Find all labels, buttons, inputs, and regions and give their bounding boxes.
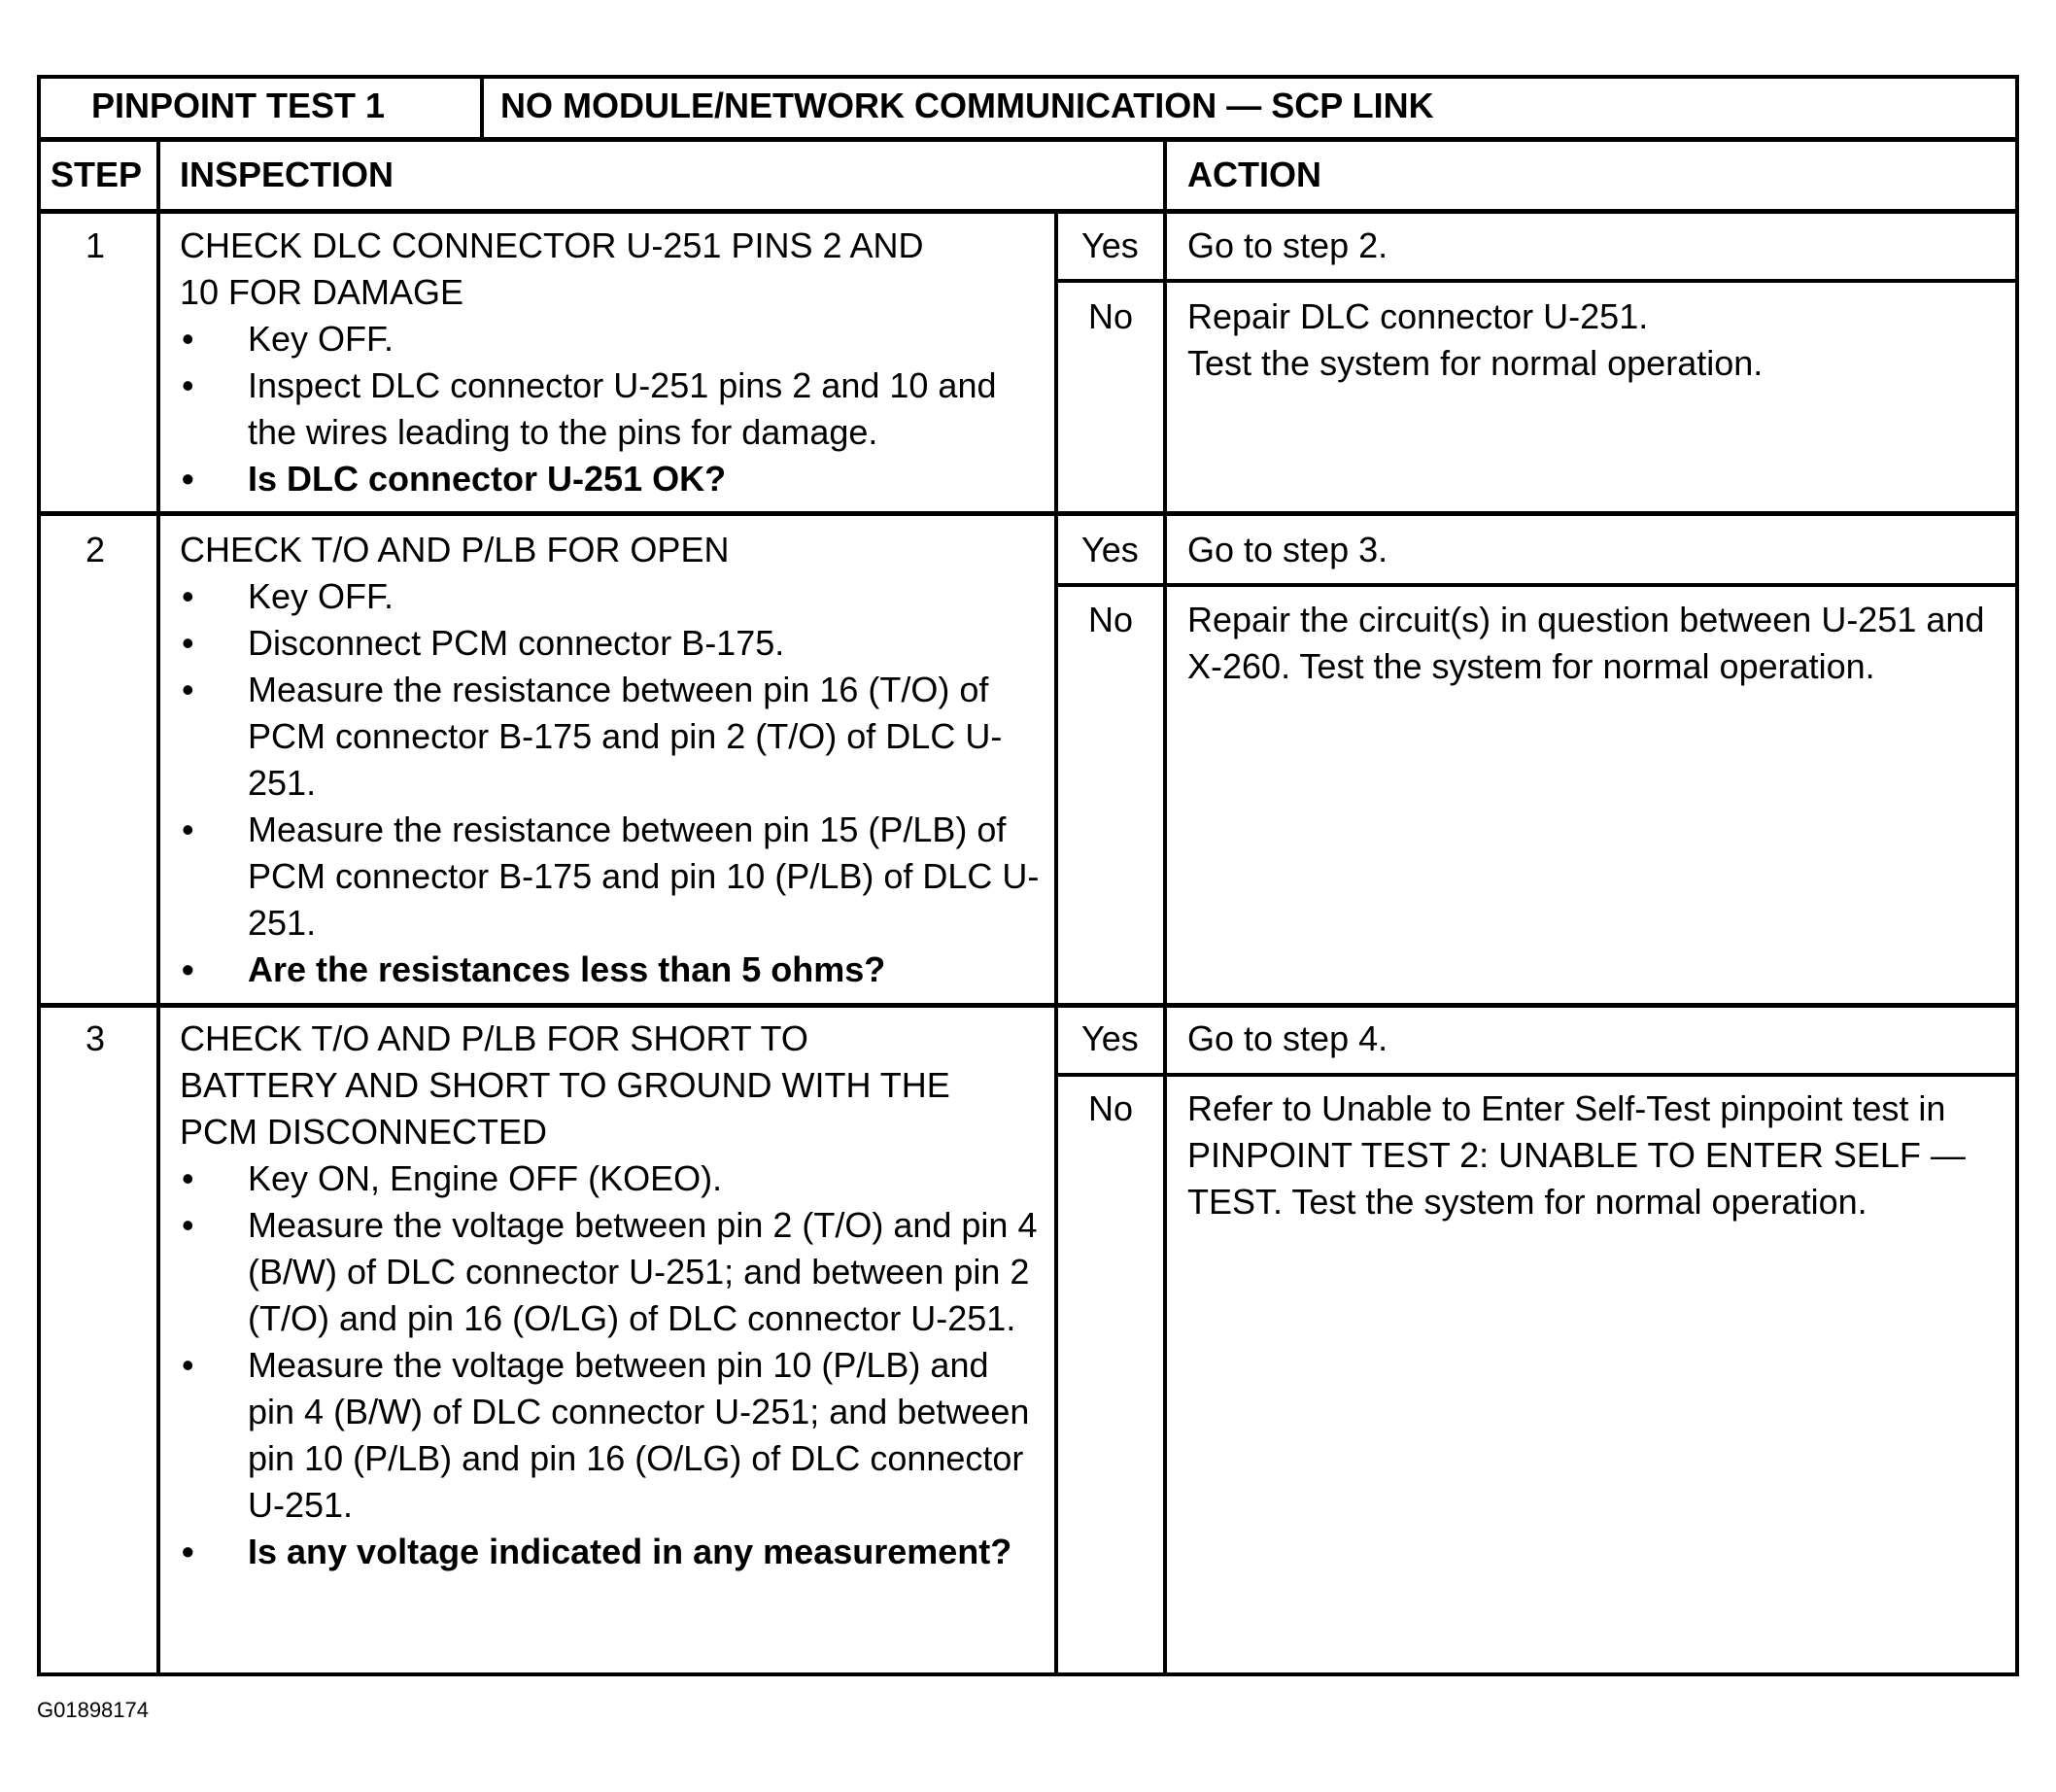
divider (480, 75, 484, 139)
yes-action: Go to step 3. (1187, 530, 1388, 569)
step-inspection: CHECK T/O AND P/LB FOR SHORT TO BATTERY … (180, 1016, 1045, 1575)
yes-label: Yes (1081, 530, 1139, 569)
no-action: Repair DLC connector U-251. Test the sys… (1187, 293, 2004, 387)
no-action-line: Refer to Unable to Enter Self-Test pinpo… (1187, 1088, 1966, 1222)
bullet-item: Measure the voltage between pin 2 (T/O) … (180, 1202, 1045, 1342)
step-number: 2 (86, 530, 106, 569)
no-action: Repair the circuit(s) in question betwee… (1187, 597, 2004, 690)
no-action-line: Test the system for normal operation. (1187, 343, 1764, 383)
bullet-question: Are the resistances less than 5 ohms? (180, 947, 1045, 993)
no-action-line: Repair the circuit(s) in question betwee… (1187, 600, 1985, 686)
bullet-item: Measure the resistance between pin 16 (T… (180, 667, 1045, 807)
step-inspection: CHECK T/O AND P/LB FOR OPEN Key OFF. Dis… (180, 527, 1045, 993)
divider (37, 511, 2019, 516)
table-frame (37, 75, 2019, 1676)
step-inspection: CHECK DLC CONNECTOR U-251 PINS 2 AND 10 … (180, 223, 1045, 502)
bullet-question: Is DLC connector U-251 OK? (180, 456, 1045, 502)
divider (37, 209, 2019, 214)
bullet-item: Measure the resistance between pin 15 (P… (180, 807, 1045, 947)
step-heading: BATTERY AND SHORT TO GROUND WITH THE (180, 1065, 950, 1105)
yes-label: Yes (1081, 225, 1139, 265)
no-label: No (1088, 600, 1134, 639)
bullet-item: Key OFF. (180, 573, 1045, 620)
bullet-item: Key ON, Engine OFF (KOEO). (180, 1155, 1045, 1202)
figure-id: G01898174 (37, 1698, 149, 1722)
step-heading: CHECK DLC CONNECTOR U-251 PINS 2 AND (180, 225, 924, 265)
divider (1056, 1073, 2019, 1077)
bullet-item: Disconnect PCM connector B-175. (180, 620, 1045, 667)
step-heading: CHECK T/O AND P/LB FOR SHORT TO (180, 1018, 808, 1058)
divider (1056, 583, 2019, 587)
yes-action: Go to step 2. (1187, 225, 1388, 265)
yes-label: Yes (1081, 1018, 1139, 1058)
divider (156, 139, 160, 1676)
bullet-question: Is any voltage indicated in any measurem… (180, 1529, 1045, 1575)
bullet-item: Key OFF. (180, 316, 1045, 362)
header-step: STEP (51, 155, 143, 194)
step-heading: PCM DISCONNECTED (180, 1112, 548, 1152)
divider (1056, 279, 2019, 283)
divider (1163, 139, 1167, 1676)
divider (37, 137, 2019, 142)
no-action-line: Repair DLC connector U-251. (1187, 296, 1649, 336)
step-heading: 10 FOR DAMAGE (180, 272, 464, 312)
test-title: NO MODULE/NETWORK COMMUNICATION — SCP LI… (500, 86, 1434, 125)
divider (37, 1003, 2019, 1008)
divider (1054, 211, 1058, 1676)
no-action: Refer to Unable to Enter Self-Test pinpo… (1187, 1086, 2004, 1225)
no-label: No (1088, 296, 1134, 336)
step-heading: CHECK T/O AND P/LB FOR OPEN (180, 530, 730, 569)
no-label: No (1088, 1088, 1134, 1128)
bullet-item: Measure the voltage between pin 10 (P/LB… (180, 1342, 1045, 1529)
header-action: ACTION (1187, 155, 1321, 194)
test-number: PINPOINT TEST 1 (91, 86, 386, 125)
yes-action: Go to step 4. (1187, 1018, 1388, 1058)
header-inspection: INSPECTION (180, 155, 394, 194)
step-number: 1 (86, 225, 106, 265)
bullet-item: Inspect DLC connector U-251 pins 2 and 1… (180, 362, 1045, 456)
step-number: 3 (86, 1018, 106, 1058)
